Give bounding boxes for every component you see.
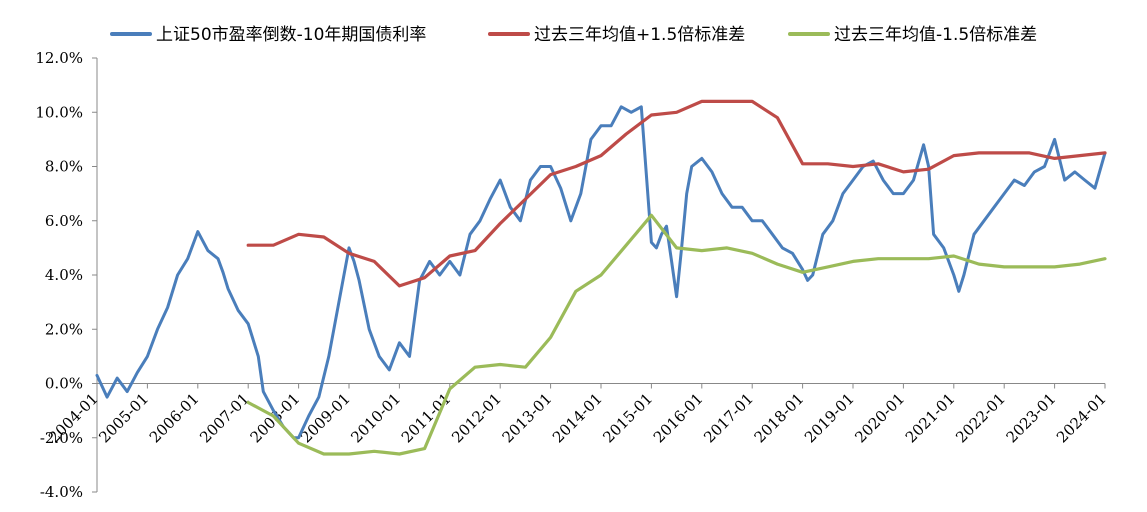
- x-tick-label: 2019-01: [801, 390, 858, 447]
- series-layer: [95, 99, 1107, 456]
- y-axis: 12.0% 10.0% 8.0% 6.0% 4.0% 2.0% 0.0% -2.0% -4.0%: [35, 49, 98, 501]
- y-tick-label: -4.0%: [40, 483, 83, 501]
- series-line-2: [246, 99, 1107, 288]
- series-line-3: [246, 213, 1107, 456]
- y-tick-label: 2.0%: [45, 320, 83, 338]
- x-tick-label: 2022-01: [952, 390, 1009, 447]
- legend-label-1: 上证50市盈率倒数-10年期国债利率: [156, 25, 426, 45]
- legend-label-3: 过去三年均值-1.5倍标准差: [834, 25, 1037, 45]
- y-tick-label: 0.0%: [45, 375, 83, 393]
- x-tick-label: 2013-01: [499, 390, 556, 447]
- x-tick-label: 2007-01: [196, 390, 253, 447]
- x-tick-label: 2015-01: [599, 390, 656, 447]
- x-tick-label: 2018-01: [751, 390, 808, 447]
- x-tick-label: 2020-01: [851, 390, 908, 447]
- y-tick-label: 6.0%: [45, 212, 83, 230]
- x-tick-label: 2009-01: [297, 390, 354, 447]
- x-tick-label: 2014-01: [549, 390, 606, 447]
- x-tick-label: 2024-01: [1053, 390, 1110, 447]
- y-tick-label: -2.0%: [40, 429, 83, 447]
- x-axis: 2004-012005-012006-012007-012008-012009-…: [45, 383, 1110, 447]
- y-tick-label: 4.0%: [45, 266, 83, 284]
- x-tick-label: 2021-01: [902, 390, 959, 447]
- legend: 上证50市盈率倒数-10年期国债利率 过去三年均值+1.5倍标准差 过去三年均值-1…: [110, 25, 1037, 45]
- y-tick-label: 8.0%: [45, 158, 83, 176]
- x-tick-label: 2023-01: [1003, 390, 1060, 447]
- y-tick-label: 10.0%: [35, 103, 83, 121]
- x-tick-label: 2017-01: [700, 390, 757, 447]
- series-line-1: [95, 105, 1107, 440]
- x-tick-label: 2006-01: [146, 390, 203, 447]
- x-tick-label: 2012-01: [448, 390, 505, 447]
- x-tick-label: 2005-01: [95, 390, 152, 447]
- y-tick-label: 12.0%: [35, 49, 83, 67]
- x-tick-label: 2016-01: [650, 390, 707, 447]
- legend-label-2: 过去三年均值+1.5倍标准差: [534, 25, 745, 45]
- x-tick-label: 2010-01: [347, 390, 404, 447]
